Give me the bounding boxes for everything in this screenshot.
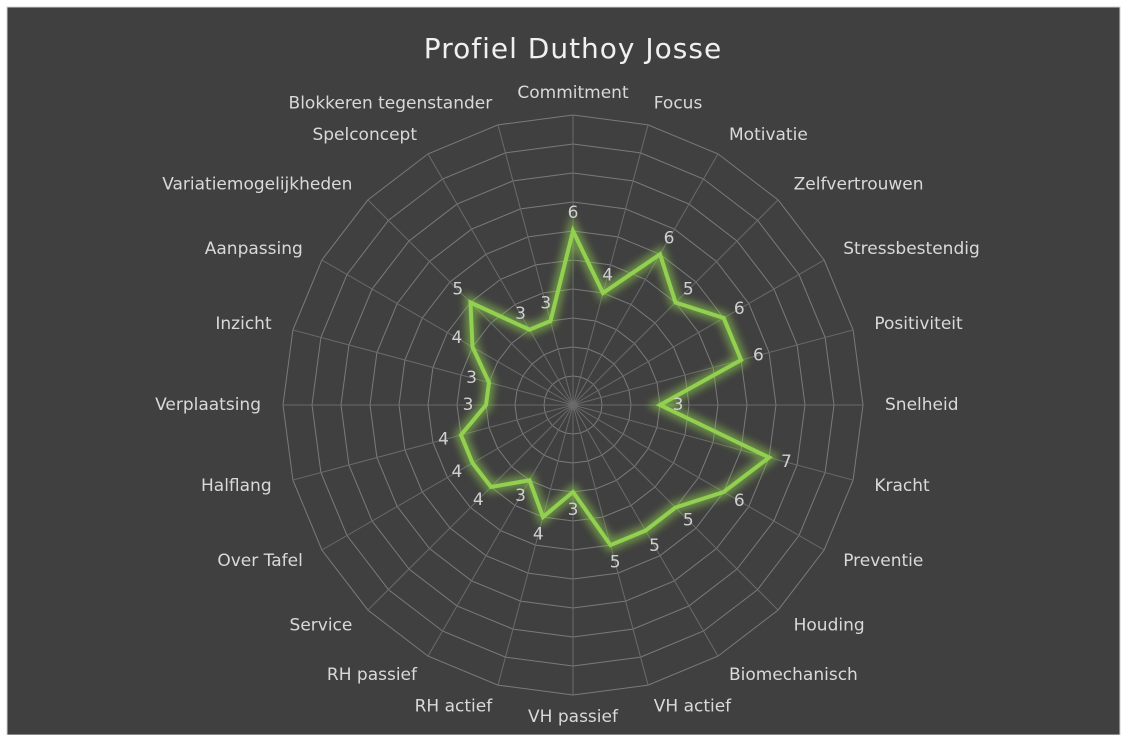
spoke [497, 404, 574, 686]
category-label: Aanpassing [205, 239, 303, 259]
spoke [572, 404, 854, 481]
category-label: Positiviteit [874, 314, 963, 334]
data-label: 4 [602, 266, 613, 286]
spoke [572, 124, 649, 406]
data-label: 6 [734, 299, 745, 319]
spoke [367, 404, 574, 611]
data-label: 5 [610, 552, 621, 572]
data-label: 7 [781, 452, 792, 472]
category-label: RH actief [415, 696, 494, 716]
data-label: 3 [673, 395, 684, 415]
category-label: Halflang [201, 476, 272, 496]
category-label: Commitment [517, 83, 629, 103]
category-label: VH passief [528, 707, 619, 727]
data-label: 4 [452, 462, 463, 482]
data-label: 5 [683, 280, 694, 300]
data-label: 5 [649, 536, 660, 556]
spoke [292, 404, 574, 481]
category-label: Variatiemogelijkheden [162, 174, 352, 194]
spoke [572, 153, 719, 406]
data-label: 3 [515, 486, 526, 506]
series-line [458, 225, 773, 548]
category-label: Preventie [843, 551, 923, 571]
data-label: 4 [438, 430, 449, 450]
category-label: Zelfvertrouwen [794, 174, 924, 194]
data-label: 6 [753, 345, 764, 365]
category-label: VH actief [654, 696, 732, 716]
category-label: Spelconcept [312, 125, 417, 145]
data-label: 6 [568, 203, 579, 223]
spoke [572, 329, 854, 406]
category-label: Biomechanisch [729, 665, 858, 685]
data-label: 6 [664, 229, 675, 249]
spoke [427, 153, 574, 406]
category-label: Inzicht [215, 314, 272, 334]
spoke [292, 329, 574, 406]
data-label: 3 [466, 368, 477, 388]
spoke [572, 404, 825, 551]
category-label: Snelheid [885, 395, 959, 415]
chart-title: Profiel Duthoy Josse [424, 32, 722, 65]
spoke [321, 259, 574, 406]
spoke [321, 404, 574, 551]
data-label: 3 [515, 304, 526, 324]
data-label: 4 [533, 524, 544, 544]
category-label: Blokkeren tegenstander [289, 94, 493, 114]
data-label: 3 [463, 395, 474, 415]
data-label: 3 [568, 500, 579, 520]
data-label: 6 [734, 491, 745, 511]
data-label: 4 [473, 490, 484, 510]
data-label: 3 [540, 294, 551, 314]
category-label: Kracht [874, 476, 930, 496]
category-label: Service [290, 616, 353, 636]
category-label: Houding [794, 616, 865, 636]
category-label: RH passief [327, 665, 418, 685]
category-label: Motivatie [729, 125, 808, 145]
category-label: Stressbestendig [843, 239, 980, 259]
data-label: 4 [452, 328, 463, 348]
spoke [497, 124, 574, 406]
category-label: Focus [654, 94, 703, 114]
data-label: 5 [452, 280, 463, 300]
category-label: Over Tafel [217, 551, 302, 571]
spoke [427, 404, 574, 657]
spoke [572, 259, 825, 406]
data-label: 5 [683, 510, 694, 530]
category-label: Verplaatsing [155, 395, 261, 415]
